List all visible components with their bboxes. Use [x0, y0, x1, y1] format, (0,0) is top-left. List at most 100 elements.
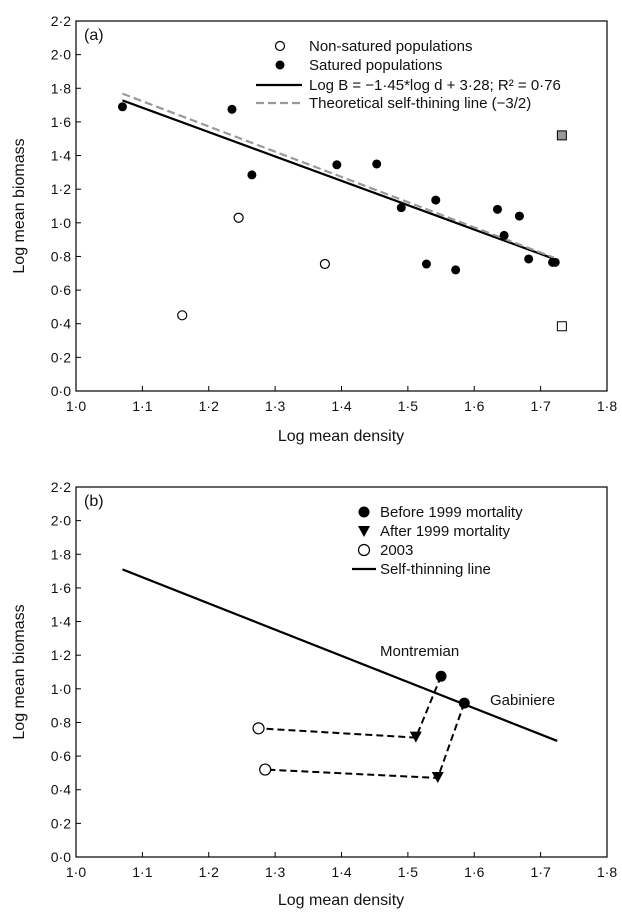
x-tick-label: 1·4 [331, 864, 351, 880]
x-tick-label: 1·5 [398, 398, 418, 414]
legend-label-b-1: After 1999 mortality [380, 523, 511, 540]
y-tick-label: 1·0 [51, 215, 71, 231]
data-point-satured [499, 230, 509, 240]
x-tick-label: 1·8 [597, 398, 617, 414]
legend-label-a-3: Theoretical self-thining line (−3/2) [309, 95, 531, 112]
panel-label-b: (b) [84, 493, 104, 510]
data-point-satured [431, 195, 441, 205]
data-point-satured [514, 211, 524, 221]
y-ticks-a: 0·0 0·2 0·4 0·6 0·8 1·0 1·2 1·4 1·6 1·8 2·0 2·2 [51, 13, 81, 399]
point-after-gabiniere [431, 771, 444, 783]
legend-marker-before [358, 506, 370, 518]
legend-label-b-3: Self-thinning line [380, 561, 491, 578]
point-after-montremian [409, 731, 422, 743]
y-tick-label: 0·0 [51, 849, 71, 865]
data-point-open-square [556, 321, 567, 332]
x-tick-label: 1·1 [132, 398, 152, 414]
data-point-non-satured [177, 310, 188, 321]
trajectory-gabiniere [265, 702, 466, 779]
legend-label-b-0: Before 1999 mortality [380, 504, 523, 521]
y-tick-label: 0·4 [51, 316, 71, 332]
x-tick-label: 1·4 [331, 398, 351, 414]
panel-b: (b) 0·0 0·2 0·4 0·6 0·8 1·0 1·2 1·4 1·6 1·8 2·0 2·2… [11, 479, 617, 909]
point-before-montremian [435, 670, 447, 682]
x-ticks-b: 1·0 1·1 1·2 1·3 1·4 1·5 1·6 1·7 1·8 [66, 852, 617, 880]
y-tick-label: 1·8 [51, 546, 71, 562]
x-tick-label: 1·7 [531, 398, 551, 414]
x-ticks-a: 1·0 1·1 1·2 1·3 1·4 1·5 1·6 1·7 1·8 [66, 386, 617, 414]
self-thinning-line [122, 568, 558, 742]
lines-b [122, 568, 558, 779]
x-tick-label: 1·8 [597, 864, 617, 880]
x-axis-label-b: Log mean density [278, 892, 404, 909]
point-2003-gabiniere [259, 763, 272, 776]
y-ticks-b: 0·0 0·2 0·4 0·6 0·8 1·0 1·2 1·4 1·6 1·8 2·0 2·2 [51, 479, 81, 865]
legend-marker-2003 [357, 543, 371, 557]
data-point-satured [524, 254, 534, 264]
data-point-satured [227, 104, 237, 114]
data-point-satured [492, 204, 502, 214]
legend-label-a-0: Non-satured populations [309, 38, 472, 55]
y-tick-label: 1·4 [51, 148, 71, 164]
y-tick-label: 0·2 [51, 815, 71, 831]
y-tick-label: 1·2 [51, 181, 71, 197]
y-axis-label-a: Log mean biomass [11, 138, 28, 273]
y-tick-label: 0·6 [51, 282, 71, 298]
x-axis-label-a: Log mean density [278, 428, 404, 445]
x-tick-label: 1·7 [531, 864, 551, 880]
y-tick-label: 0·2 [51, 349, 71, 365]
legend-label-b-2: 2003 [380, 542, 413, 559]
legend-marker-open-circle [274, 40, 286, 52]
legend-b: Before 1999 mortality After 1999 mortali… [352, 504, 523, 578]
legend-marker-filled-circle [275, 60, 285, 70]
y-tick-label: 0·0 [51, 383, 71, 399]
theoretical-line [122, 92, 555, 259]
data-point-satured [421, 259, 431, 269]
y-tick-label: 1·8 [51, 80, 71, 96]
x-tick-label: 1·1 [132, 864, 152, 880]
data-point-satured [396, 203, 406, 213]
data-point-non-satured [319, 258, 331, 270]
points-b [252, 670, 470, 783]
y-tick-label: 2·2 [51, 479, 71, 495]
data-point-satured [372, 159, 382, 169]
x-tick-label: 1·0 [66, 864, 86, 880]
lines-a [122, 92, 555, 260]
y-tick-label: 0·6 [51, 748, 71, 764]
regression-line [122, 99, 555, 260]
panel-label-a: (a) [84, 27, 104, 44]
data-point-non-satured [233, 212, 244, 223]
panel-a: (a) 0·0 0·2 0·4 0·6 0·8 1·0 1·2 1·4 1·6 1·8 2·0 2·2… [11, 13, 617, 445]
x-tick-label: 1·2 [199, 864, 219, 880]
legend-a: Non-satured populations Satured populati… [256, 38, 561, 112]
x-tick-label: 1·0 [66, 398, 86, 414]
legend-label-a-2: Log B = −1·45*log d + 3·28; R² = 0·76 [309, 77, 561, 94]
y-tick-label: 1·2 [51, 647, 71, 663]
plot-frame-b [75, 486, 608, 858]
annotation-gabiniere: Gabiniere [490, 692, 555, 709]
point-before-gabiniere [458, 697, 470, 709]
x-tick-label: 1·5 [398, 864, 418, 880]
y-axis-label-b: Log mean biomass [11, 604, 28, 739]
data-point-satured [117, 102, 127, 112]
y-tick-label: 1·0 [51, 681, 71, 697]
point-2003-montremian [252, 722, 265, 735]
y-tick-label: 0·8 [51, 248, 71, 264]
data-point-satured [247, 170, 257, 180]
x-tick-label: 1·3 [265, 864, 285, 880]
x-tick-label: 1·6 [464, 398, 484, 414]
y-tick-label: 0·8 [51, 714, 71, 730]
y-tick-label: 2·0 [51, 47, 71, 63]
data-point-satured [451, 265, 461, 275]
y-tick-label: 1·6 [51, 114, 71, 130]
x-tick-label: 1·6 [464, 864, 484, 880]
y-tick-label: 2·0 [51, 513, 71, 529]
data-point-satured [332, 160, 342, 170]
x-tick-label: 1·2 [199, 398, 219, 414]
annotation-montremian: Montremian [380, 643, 459, 660]
legend-marker-after [358, 526, 370, 537]
data-point-satured [550, 257, 560, 267]
y-tick-label: 1·4 [51, 614, 71, 630]
